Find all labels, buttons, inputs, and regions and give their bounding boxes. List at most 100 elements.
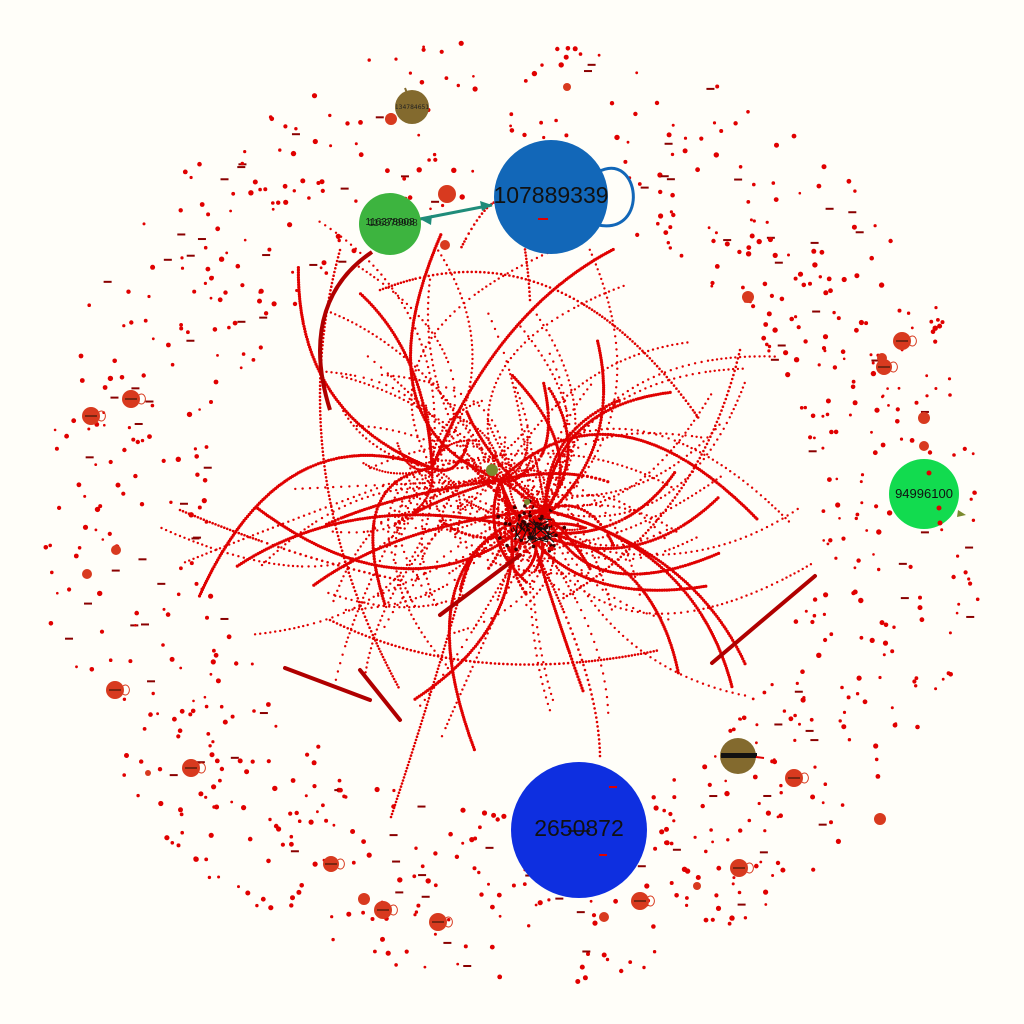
- dotted-edge: [362, 462, 434, 475]
- peripheral-node: [487, 882, 490, 886]
- peripheral-node: [836, 316, 841, 321]
- core-label-mark: [531, 531, 555, 544]
- peripheral-node: [243, 150, 247, 154]
- peripheral-node: [319, 179, 325, 185]
- small-node[interactable]: [730, 859, 754, 877]
- small-node[interactable]: [429, 913, 453, 931]
- small-node[interactable]: [122, 390, 146, 408]
- small-node[interactable]: [374, 901, 398, 919]
- peripheral-node: [101, 538, 105, 541]
- core-label-mark: [532, 519, 536, 524]
- dotted-edge: [342, 409, 434, 470]
- peripheral-node: [194, 454, 199, 459]
- small-node[interactable]: [742, 291, 754, 303]
- peripheral-node: [746, 200, 751, 204]
- peripheral-node: [188, 712, 193, 717]
- peripheral-node: [752, 774, 758, 780]
- peripheral-node: [370, 917, 375, 921]
- peripheral-node: [197, 161, 202, 167]
- olive-node-top[interactable]: 134784651: [385, 87, 429, 125]
- peripheral-node: [307, 196, 311, 200]
- edge-mark: [936, 505, 942, 511]
- small-node[interactable]: [106, 681, 130, 699]
- peripheral-node: [404, 949, 409, 954]
- peripheral-node: [337, 238, 341, 243]
- peripheral-node: [56, 591, 59, 595]
- peripheral-node: [342, 794, 346, 799]
- hub-label: 94996100: [895, 486, 953, 501]
- small-node[interactable]: [877, 353, 887, 363]
- peripheral-node: [180, 256, 184, 260]
- small-node[interactable]: [893, 332, 917, 350]
- peripheral-node: [809, 717, 814, 722]
- small-node[interactable]: [145, 770, 151, 776]
- hub-circle: [889, 459, 959, 529]
- small-node[interactable]: [358, 893, 370, 905]
- small-node[interactable]: [323, 856, 345, 872]
- small-node[interactable]: [693, 882, 701, 890]
- peripheral-node: [746, 245, 752, 251]
- peripheral-node: [852, 400, 858, 406]
- peripheral-node: [823, 637, 828, 643]
- peripheral-node: [479, 892, 484, 897]
- peripheral-node: [392, 788, 396, 793]
- peripheral-node: [331, 937, 335, 942]
- peripheral-node: [252, 709, 256, 713]
- peripheral-node: [245, 890, 251, 896]
- small-node[interactable]: [599, 912, 609, 922]
- peripheral-node: [218, 778, 222, 783]
- olive-node-bottom[interactable]: [720, 738, 765, 774]
- peripheral-node: [373, 949, 377, 954]
- peripheral-node: [320, 188, 325, 193]
- peripheral-node: [397, 877, 403, 883]
- peripheral-node: [141, 373, 146, 378]
- peripheral-node: [57, 505, 62, 510]
- peripheral-node: [802, 696, 806, 700]
- peripheral-node: [209, 296, 213, 300]
- peripheral-node: [800, 669, 805, 674]
- peripheral-node: [592, 920, 598, 926]
- peripheral-node: [874, 407, 880, 413]
- peripheral-node: [311, 760, 317, 766]
- hub-node-107889339[interactable]: 107889339: [493, 140, 635, 254]
- peripheral-node: [324, 271, 329, 275]
- peripheral-node: [297, 819, 302, 823]
- small-node[interactable]: [919, 441, 929, 451]
- peripheral-node: [743, 916, 748, 920]
- peripheral-node: [671, 123, 675, 127]
- hub-node-green-top[interactable]: 116378908 116378908: [359, 185, 456, 255]
- peripheral-node: [816, 183, 822, 189]
- hub-node-94996100[interactable]: 94996100: [889, 459, 966, 529]
- small-node[interactable]: [82, 407, 106, 425]
- peripheral-node: [555, 46, 560, 52]
- small-node[interactable]: [82, 569, 92, 579]
- small-node[interactable]: [918, 412, 930, 424]
- peripheral-node: [793, 619, 799, 624]
- peripheral-node: [715, 84, 720, 89]
- peripheral-node: [619, 968, 624, 974]
- peripheral-node: [296, 889, 302, 895]
- peripheral-node: [283, 124, 288, 129]
- peripheral-node: [956, 554, 960, 558]
- small-node[interactable]: [563, 83, 571, 91]
- peripheral-node: [204, 704, 209, 709]
- dotted-edge: [528, 496, 720, 551]
- small-node[interactable]: [785, 769, 809, 787]
- peripheral-node: [932, 325, 938, 331]
- small-node[interactable]: [874, 813, 886, 825]
- peripheral-node: [128, 659, 133, 664]
- hub-node-2650872[interactable]: 2650872: [511, 762, 647, 898]
- small-node[interactable]: [631, 892, 655, 910]
- small-node[interactable]: [182, 759, 206, 777]
- peripheral-node: [652, 950, 657, 954]
- peripheral-node: [241, 352, 246, 356]
- peripheral-node: [915, 724, 920, 730]
- peripheral-node: [795, 681, 799, 686]
- peripheral-node: [402, 176, 407, 181]
- small-node[interactable]: [876, 359, 898, 375]
- peripheral-node: [878, 675, 882, 680]
- small-node[interactable]: [111, 545, 121, 555]
- core-node: [507, 530, 512, 534]
- peripheral-node: [679, 253, 684, 258]
